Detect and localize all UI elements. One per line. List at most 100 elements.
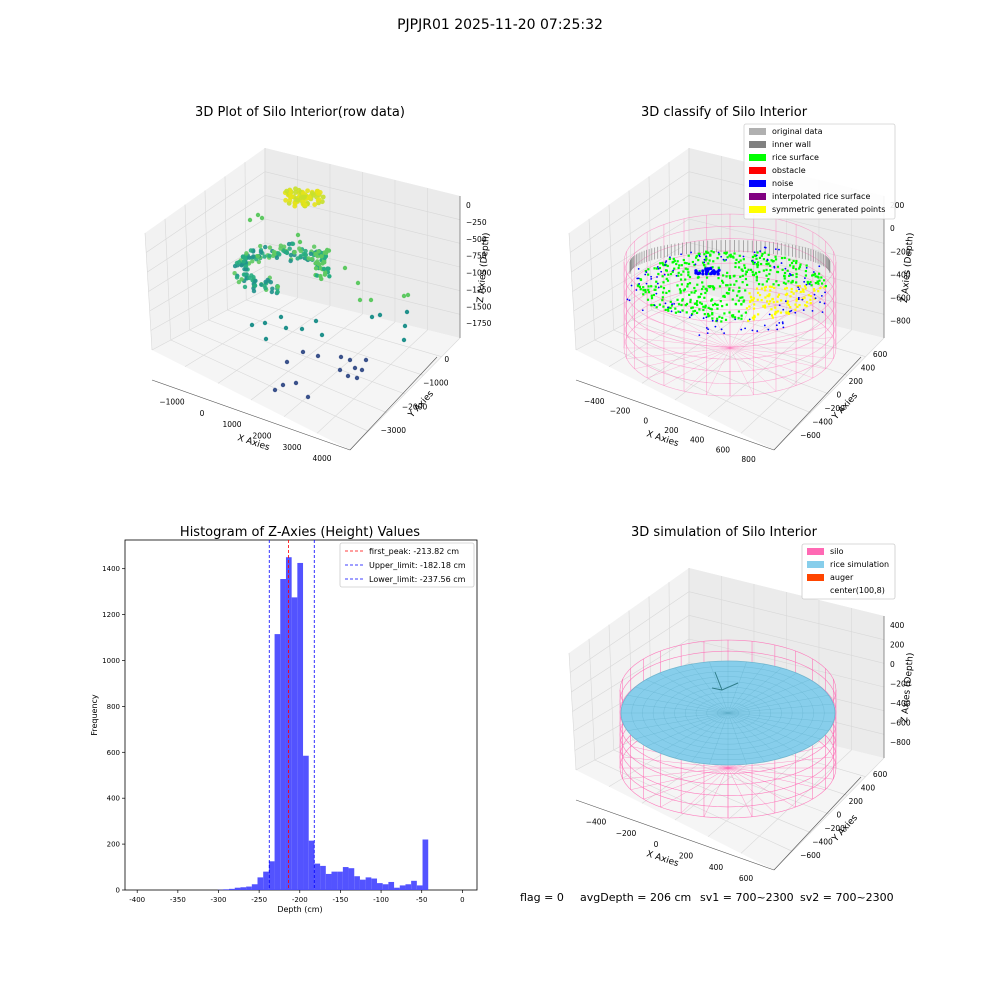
surface-point xyxy=(666,264,669,268)
surface-point xyxy=(751,299,754,302)
x-tick-label: 3000 xyxy=(282,443,301,452)
status-flag: flag = 0 xyxy=(520,891,564,904)
surface-point xyxy=(727,292,730,295)
surface-point xyxy=(763,304,767,307)
surface-point xyxy=(735,280,738,283)
surface-point xyxy=(685,262,688,265)
silo-spoke xyxy=(729,347,834,359)
raw-point xyxy=(236,279,242,285)
surface-point xyxy=(788,274,791,277)
surface-point xyxy=(662,287,666,290)
surface-point xyxy=(762,258,766,261)
surface-point xyxy=(783,271,787,275)
surface-point xyxy=(788,258,791,261)
surface-point xyxy=(653,267,656,270)
surface-point xyxy=(787,312,790,315)
rice-mesh-spoke xyxy=(727,695,829,714)
surface-point xyxy=(669,306,672,310)
surface-point xyxy=(743,264,746,267)
surface-point xyxy=(765,259,768,263)
x-tick-label: 200 xyxy=(679,852,694,861)
surface-point xyxy=(805,304,808,308)
noise-point xyxy=(679,311,682,314)
rice-mesh-spoke xyxy=(691,664,729,714)
grid-line xyxy=(208,319,406,395)
legend-frame xyxy=(743,123,896,220)
raw-point xyxy=(319,254,324,259)
raw-point xyxy=(263,279,268,285)
silo-spoke xyxy=(647,347,731,379)
surface-point xyxy=(733,283,736,286)
simulation-y-tick-labels: 600 400 200 0 −200 −400 −600 xyxy=(800,770,887,860)
noise-point xyxy=(808,283,811,285)
surface-point xyxy=(678,264,681,267)
grid-line xyxy=(246,299,442,357)
surface-point xyxy=(671,270,674,273)
legend-swatch xyxy=(749,154,766,161)
y-tick-label: 0 xyxy=(116,887,120,895)
surface-point xyxy=(662,263,665,266)
raw-point xyxy=(377,312,383,318)
y-tick-label: 200 xyxy=(107,841,120,849)
surface-point xyxy=(802,290,805,293)
surface-point xyxy=(712,251,715,254)
surface-point xyxy=(741,281,744,284)
surface-point xyxy=(820,282,824,285)
noise-point xyxy=(725,258,728,261)
surface-point xyxy=(677,266,680,270)
surface-point xyxy=(765,280,769,283)
z-tick-label: −750 xyxy=(466,252,487,261)
surface-point xyxy=(792,266,795,270)
surface-point xyxy=(664,308,667,312)
surface-point xyxy=(811,274,814,277)
raw-point xyxy=(318,273,323,279)
surface-point xyxy=(767,253,770,256)
surface-point xyxy=(742,300,745,303)
surface-point xyxy=(786,300,789,303)
surface-point xyxy=(718,315,721,318)
raw-point xyxy=(256,259,262,265)
surface-point xyxy=(756,298,759,301)
raw-point xyxy=(263,244,268,250)
surface-point xyxy=(770,285,773,288)
histogram-bar xyxy=(280,579,286,890)
surface-point xyxy=(751,255,755,259)
surface-point xyxy=(799,263,802,266)
noise-point xyxy=(778,248,780,251)
noise-point xyxy=(714,325,717,328)
x-tick-label: 200 xyxy=(664,426,679,435)
silo-spoke xyxy=(727,767,753,817)
histogram-bar xyxy=(359,879,366,890)
silo-spoke xyxy=(729,347,813,379)
surface-point xyxy=(762,305,765,308)
noise-point xyxy=(798,288,800,291)
surface-point xyxy=(676,284,679,287)
raw-point xyxy=(247,275,252,281)
surface-point xyxy=(711,298,714,301)
x-tick-label: -250 xyxy=(251,896,267,904)
silo-spoke xyxy=(622,756,729,769)
surface-point xyxy=(704,304,707,307)
surface-point xyxy=(707,285,710,288)
surface-point xyxy=(748,305,751,308)
noise-point xyxy=(716,319,719,322)
surface-point xyxy=(744,277,748,281)
rice-mesh-spoke xyxy=(659,712,729,754)
z-tick-label: −600 xyxy=(890,294,911,303)
legend-swatch xyxy=(749,180,766,187)
grid-line xyxy=(688,242,885,291)
surface-point xyxy=(814,275,817,278)
surface-point xyxy=(740,268,743,271)
raw-point xyxy=(278,246,283,251)
grid-line xyxy=(189,329,387,413)
surface-point xyxy=(703,313,706,316)
surface-point xyxy=(757,282,761,286)
raw-point xyxy=(325,266,330,271)
raw-point xyxy=(249,322,255,328)
y-tick-label: 400 xyxy=(107,795,120,803)
surface-point xyxy=(674,311,677,314)
y-tick-label: −200 xyxy=(824,824,845,833)
surface-point xyxy=(750,268,753,271)
raw-point xyxy=(355,280,361,286)
surface-point xyxy=(804,274,808,277)
